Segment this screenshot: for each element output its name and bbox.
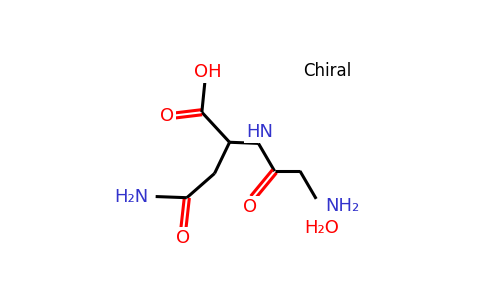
Text: OH: OH: [194, 63, 222, 81]
Text: H₂N: H₂N: [115, 188, 149, 206]
Text: NH₂: NH₂: [325, 197, 360, 215]
Text: H₂O: H₂O: [304, 219, 339, 237]
Text: Chiral: Chiral: [303, 62, 352, 80]
Text: O: O: [176, 229, 190, 247]
Text: O: O: [243, 198, 257, 216]
Text: O: O: [160, 107, 174, 125]
Text: HN: HN: [246, 123, 273, 141]
